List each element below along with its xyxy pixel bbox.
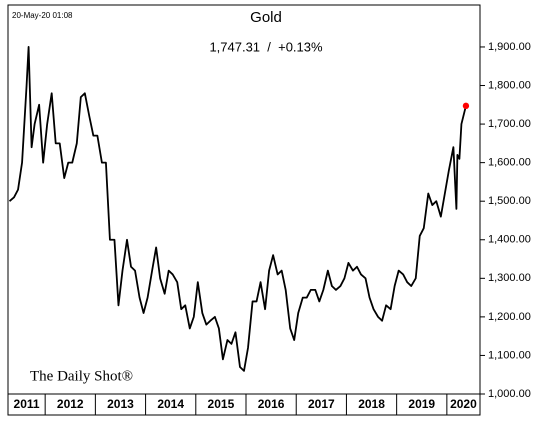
y-tick-label: 1,300.00 (488, 272, 531, 284)
y-tick-label: 1,700.00 (488, 118, 531, 130)
y-tick-label: 1,000.00 (488, 388, 531, 400)
y-tick-label: 1,200.00 (488, 311, 531, 323)
x-tick-label: 2019 (408, 397, 435, 411)
y-tick-label: 1,400.00 (488, 234, 531, 246)
annotation: 1,747.31 / +0.13% (209, 39, 323, 54)
y-tick-label: 1,600.00 (488, 157, 531, 169)
x-tick-label: 2013 (107, 397, 134, 411)
source: The Daily Shot® (30, 368, 133, 384)
y-tick-label: 1,800.00 (488, 79, 531, 91)
x-tick-label: 2015 (208, 397, 235, 411)
x-tick-label: 2017 (308, 397, 335, 411)
y-tick-label: 1,500.00 (488, 195, 531, 207)
y-tick-label: 1,100.00 (488, 349, 531, 361)
x-tick-label: 2020 (450, 397, 477, 411)
price-line (8, 46, 467, 372)
timestamp: 20-May-20 01:08 (12, 11, 73, 20)
x-tick-label: 2016 (258, 397, 285, 411)
y-tick-label: 1,900.00 (488, 41, 531, 53)
frame (7, 4, 481, 416)
x-tick-label: 2014 (157, 397, 184, 411)
last-point (462, 102, 470, 110)
x-tick-label: 2011 (14, 397, 40, 411)
chart-title: Gold (250, 9, 282, 26)
x-tick-label: 2018 (358, 397, 385, 411)
x-tick-label: 2012 (57, 397, 84, 411)
